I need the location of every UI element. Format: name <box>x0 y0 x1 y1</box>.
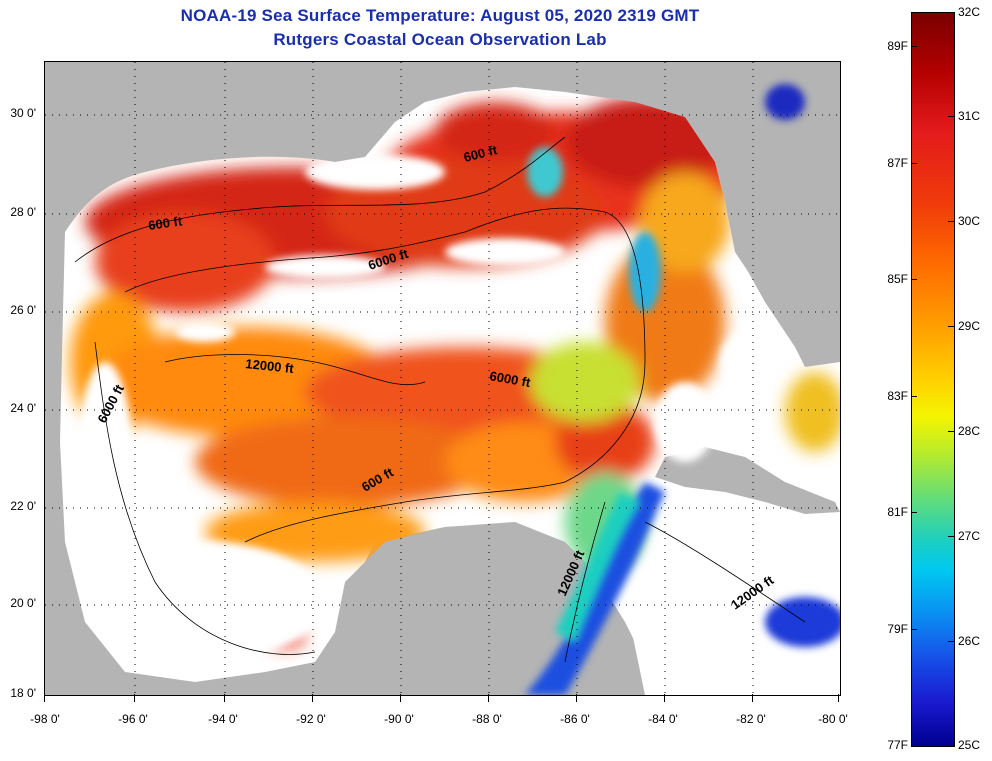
colorbar-label-89f: 89F <box>887 39 908 53</box>
lon-tick-96: -96 0' <box>118 712 148 726</box>
colorbar-label-27c: 27C <box>958 529 981 543</box>
temperature-colorbar <box>911 12 955 747</box>
colorbar-label-25c: 25C <box>958 738 981 752</box>
lat-tick-22: 22 0' <box>10 499 36 513</box>
colorbar-label-77f: 77F <box>887 738 908 752</box>
colorbar-label-32c: 32C <box>958 5 981 19</box>
sst-map-canvas: 600 ft 600 ft 6000 ft 12000 ft 6000 ft 6… <box>45 62 840 695</box>
graticule <box>45 62 840 695</box>
lon-tick-88: -88 0' <box>472 712 502 726</box>
lon-tick-94: -94 0' <box>208 712 238 726</box>
colorbar-label-79f: 79F <box>887 622 908 636</box>
lon-tick-86: -86 0' <box>560 712 590 726</box>
contour-label-6000ft-east: 6000 ft <box>488 368 532 390</box>
colorbar-label-81f: 81F <box>887 505 908 519</box>
colorbar-label-29c: 29C <box>958 319 981 333</box>
colorbar-label-26c: 26C <box>958 634 981 648</box>
cuba-land <box>655 447 840 514</box>
lon-tick-84: -84 0' <box>648 712 678 726</box>
yucatan-land <box>355 524 590 662</box>
colorbar-label-85f: 85F <box>887 272 908 286</box>
lon-tick-98: -98 0' <box>30 712 60 726</box>
contour-label-600ft-west: 600 ft <box>147 213 183 233</box>
lat-tick-28: 28 0' <box>10 205 36 219</box>
lat-tick-24: 24 0' <box>10 401 36 415</box>
map-subtitle: Rutgers Coastal Ocean Observation Lab <box>273 30 607 49</box>
colorbar-label-31c: 31C <box>958 109 981 123</box>
lat-tick-30: 30 0' <box>10 106 36 120</box>
colorbar-label-28c: 28C <box>958 424 981 438</box>
lon-tick-92: -92 0' <box>296 712 326 726</box>
lon-tick-90: -90 0' <box>384 712 414 726</box>
colorbar-label-83f: 83F <box>887 389 908 403</box>
colorbar-label-87f: 87F <box>887 156 908 170</box>
lat-tick-26: 26 0' <box>10 303 36 317</box>
lat-tick-18: 18 0' <box>10 686 36 700</box>
lon-tick-82: -82 0' <box>736 712 766 726</box>
colorbar-label-30c: 30C <box>958 214 981 228</box>
depth-contours <box>74 136 806 663</box>
contour-label-12000ft-central: 12000 ft <box>245 356 295 376</box>
lon-tick-80: -80 0' <box>818 712 848 726</box>
lat-tick-20: 20 0' <box>10 596 36 610</box>
florida-land <box>727 72 840 352</box>
map-title: NOAA-19 Sea Surface Temperature: August … <box>180 6 700 25</box>
sst-map: 600 ft 600 ft 6000 ft 12000 ft 6000 ft 6… <box>44 61 841 696</box>
